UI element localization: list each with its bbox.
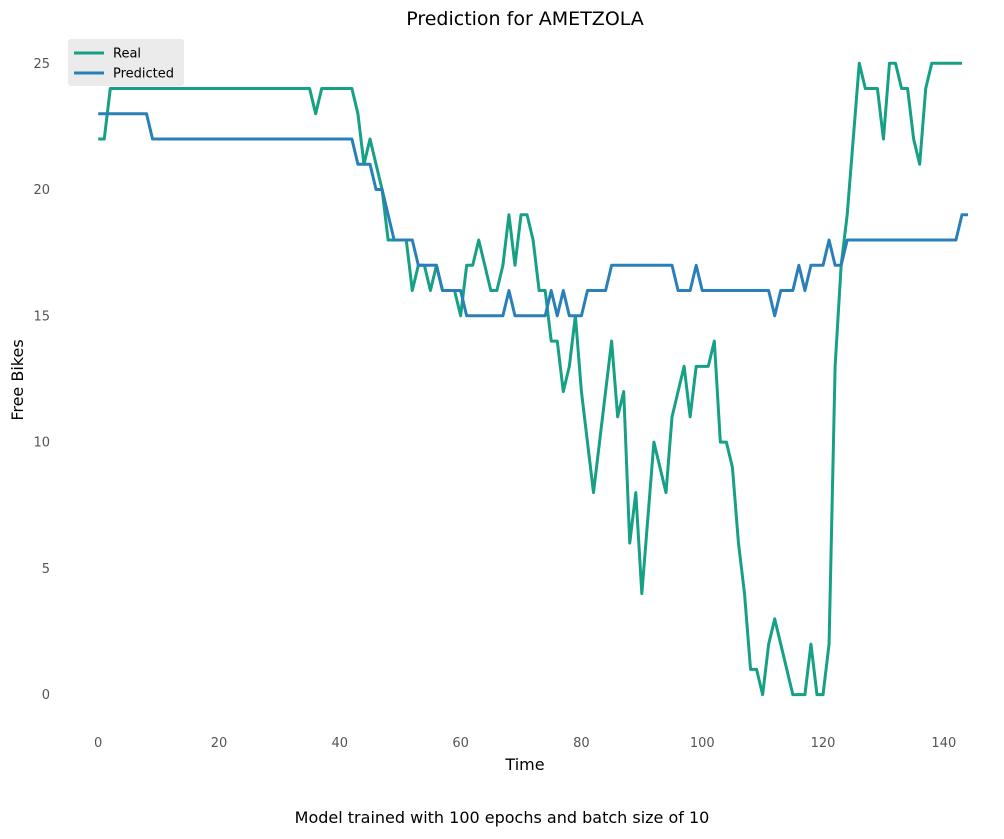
- x-axis-ticks: 0 20 40 60 80 100 120 140: [94, 736, 956, 751]
- y-axis-label: Free Bikes: [8, 339, 27, 420]
- y-tick-label: 20: [33, 183, 50, 198]
- y-tick-label: 0: [42, 688, 50, 703]
- x-tick-label: 120: [811, 736, 836, 751]
- chart-caption: Model trained with 100 epochs and batch …: [294, 808, 710, 827]
- legend-label-real: Real: [113, 47, 141, 62]
- x-tick-label: 140: [931, 736, 956, 751]
- series-line-real: [98, 61, 962, 697]
- x-tick-label: 20: [211, 736, 228, 751]
- x-tick-label: 40: [332, 736, 349, 751]
- x-tick-label: 80: [573, 736, 590, 751]
- y-tick-label: 25: [33, 57, 50, 72]
- x-tick-label: 0: [94, 736, 102, 751]
- line-chart: Prediction for AMETZOLA 0 20 40 60 80 100 120 1…: [8, 8, 968, 774]
- x-tick-label: 100: [690, 736, 715, 751]
- x-axis-label: Time: [504, 755, 544, 774]
- series-line-predicted: [98, 112, 968, 318]
- legend-label-predicted: Predicted: [113, 67, 174, 82]
- plot-area: [98, 61, 968, 697]
- y-tick-label: 5: [42, 562, 50, 577]
- x-tick-label: 60: [452, 736, 469, 751]
- y-tick-label: 10: [33, 436, 50, 451]
- y-axis-ticks: 0 5 10 15 20 25: [33, 57, 50, 703]
- legend: Real Predicted: [68, 39, 184, 86]
- y-tick-label: 15: [33, 309, 50, 324]
- chart-title: Prediction for AMETZOLA: [406, 8, 644, 30]
